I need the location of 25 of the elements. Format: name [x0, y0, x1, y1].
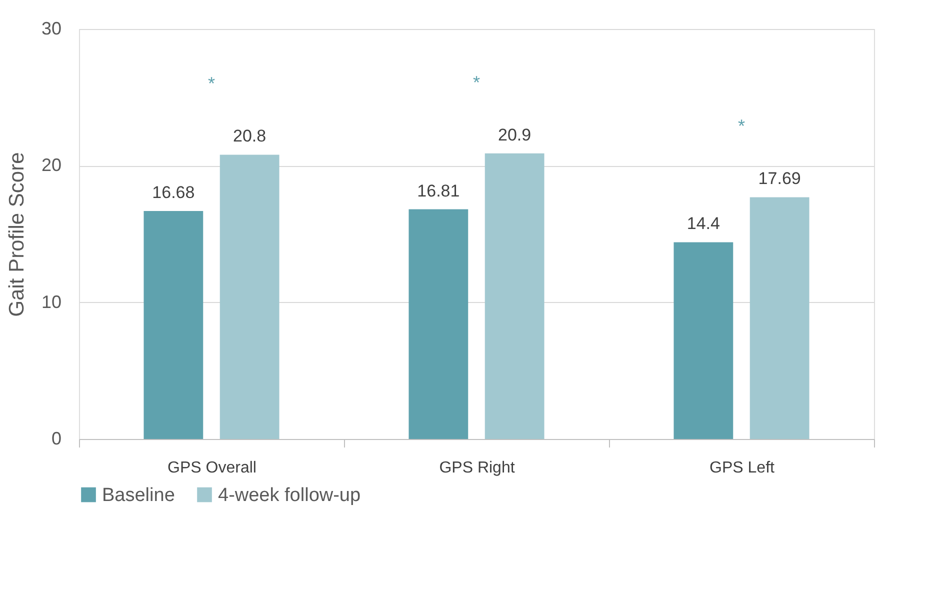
- y-tick-label: 0: [51, 428, 62, 448]
- bar: [220, 154, 280, 439]
- y-tick-label: 30: [41, 18, 62, 38]
- x-tick-label: GPS Right: [439, 460, 516, 476]
- data-label: 20.9: [498, 125, 532, 144]
- bar: [144, 211, 204, 439]
- bar: [674, 242, 734, 439]
- x-tick-label: GPS Left: [710, 460, 776, 476]
- bar: [408, 209, 468, 439]
- data-label: 14.4: [686, 214, 720, 234]
- annotation: *: [208, 74, 216, 94]
- annotation: *: [738, 116, 746, 136]
- bar: [484, 153, 544, 439]
- y-tick-label: 10: [41, 292, 62, 312]
- y-axis-title: Gait Profile Score: [5, 152, 28, 317]
- data-label: 16.68: [152, 183, 195, 202]
- x-tick-label: GPS Overall: [168, 460, 256, 476]
- data-label: 20.8: [233, 126, 266, 146]
- data-label: 17.69: [758, 169, 801, 188]
- y-tick-label: 20: [41, 155, 62, 176]
- bar: [750, 197, 810, 439]
- legend-label: Baseline: [102, 484, 175, 506]
- data-label: 16.81: [417, 181, 460, 200]
- annotation: *: [472, 72, 480, 92]
- legend-label: 4-week follow-up: [218, 484, 361, 506]
